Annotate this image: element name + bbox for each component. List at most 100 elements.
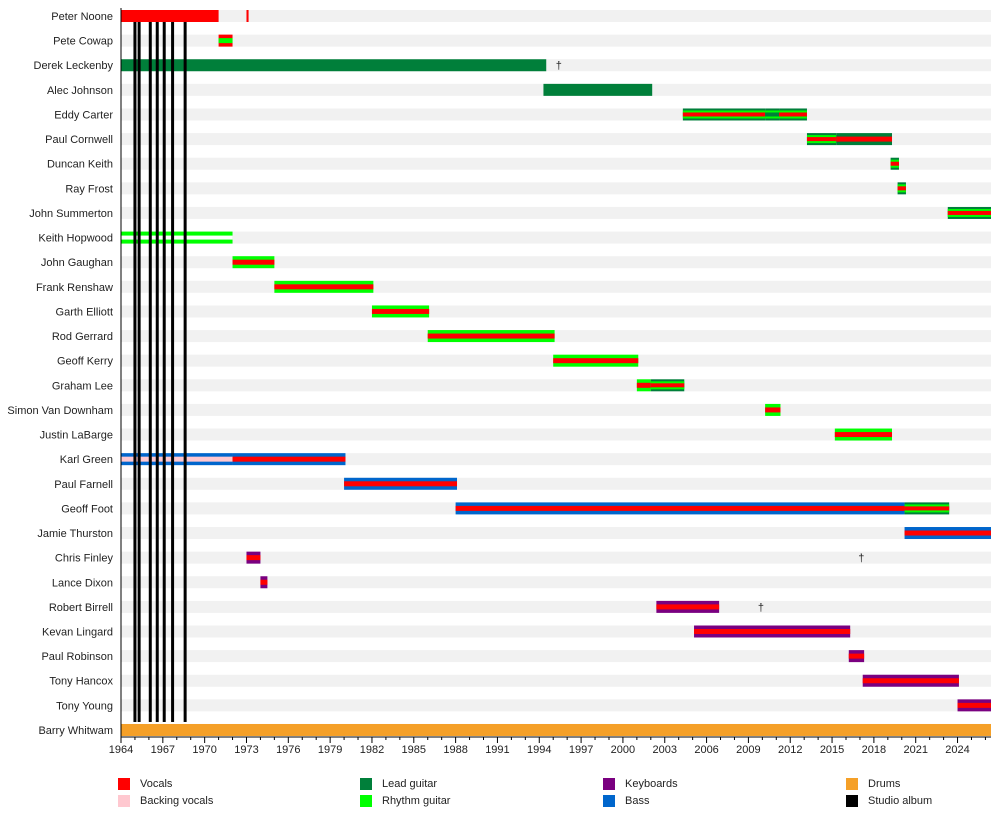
death-marker: † [858, 553, 864, 565]
bar-vocals [344, 481, 458, 487]
studio-album-line [171, 22, 175, 722]
legend-swatch [118, 778, 130, 790]
legend-label: Rhythm guitar [382, 795, 451, 807]
bar-vocals [904, 530, 991, 536]
x-tick-label: 1970 [192, 744, 216, 756]
band-timeline-chart: Peter Noone Pete Cowap Derek Leckenby Alec … [7, 8, 991, 756]
member-name: Robert Birrell [49, 602, 113, 614]
x-tick-label: 1964 [109, 744, 133, 756]
member-name: Tony Hancox [49, 676, 113, 688]
member-name: Karl Green [60, 454, 113, 466]
legend-item-bass: Bass [603, 795, 649, 807]
x-tick-label: 2018 [862, 744, 886, 756]
legend-label: Drums [868, 778, 901, 790]
legend-label: Backing vocals [140, 795, 214, 807]
studio-album-line [133, 22, 137, 722]
member-name: Peter Noone [51, 11, 113, 23]
member-name: Pete Cowap [53, 36, 113, 48]
bar-vocals [806, 137, 837, 142]
row-background [121, 379, 991, 392]
legend-item-keys: Keyboards [603, 778, 678, 790]
bar-vocals [656, 604, 720, 610]
row-background [121, 674, 991, 687]
legend-swatch [846, 778, 858, 790]
death-marker: † [758, 602, 764, 614]
member-name: Chris Finley [55, 553, 114, 565]
bar-vocals [765, 407, 781, 413]
legend-item-lead: Lead guitar [360, 778, 437, 790]
member-name: Paul Farnell [54, 479, 113, 491]
member-name: Rod Gerrard [52, 331, 113, 343]
member-name: Ray Frost [65, 183, 113, 195]
bar-vocals [636, 382, 651, 388]
x-tick-label: 1967 [151, 744, 175, 756]
legend-label: Keyboards [625, 778, 678, 790]
bar-vocals [371, 308, 430, 314]
row-background [121, 576, 991, 589]
row-background [121, 330, 991, 343]
member-name: Kevan Lingard [42, 627, 113, 639]
bar-drums [121, 723, 991, 736]
legend-label: Lead guitar [382, 778, 438, 790]
bar-vocals [694, 629, 851, 634]
legend-label: Bass [625, 795, 650, 807]
member-name: Eddy Carter [54, 109, 113, 121]
row-background [121, 305, 991, 318]
bar-vocals [904, 506, 950, 511]
x-tick-label: 1994 [527, 744, 551, 756]
row-background [121, 133, 991, 146]
x-tick-label: 1988 [443, 744, 467, 756]
member-name: Frank Renshaw [36, 282, 113, 294]
row-background [121, 108, 991, 121]
bar-vocals [274, 284, 374, 290]
member-name: Derek Leckenby [34, 60, 114, 72]
legend-item-backing: Backing vocals [118, 795, 213, 807]
bar-gap [121, 235, 233, 240]
bar-vocals [897, 186, 906, 191]
bar-vocals [246, 10, 249, 22]
bar-vocals [650, 383, 685, 388]
member-name: Duncan Keith [47, 159, 113, 171]
bar-rhythm [218, 38, 233, 44]
x-tick-label: 2015 [820, 744, 844, 756]
member-name: John Summerton [29, 208, 113, 220]
legend-label: Studio album [868, 795, 933, 807]
x-tick-label: 1976 [276, 744, 300, 756]
bar-vocals [862, 678, 959, 684]
bar-vocals [779, 112, 807, 117]
studio-album-line [155, 22, 159, 722]
row-background [121, 206, 991, 219]
row-background [121, 527, 991, 540]
row-background [121, 256, 991, 269]
legend-swatch [603, 778, 615, 790]
bar-vocals [232, 456, 346, 462]
x-tick-label: 2000 [611, 744, 635, 756]
legend-item-album: Studio album [846, 795, 932, 807]
bar-vocals [848, 653, 865, 659]
studio-album-line [137, 22, 141, 722]
x-tick-label: 2006 [694, 744, 718, 756]
bar-vocals [682, 112, 766, 117]
member-name: Geoff Kerry [57, 356, 114, 368]
bar-vocals [121, 10, 219, 22]
bar-vocals [246, 555, 261, 561]
x-tick-label: 2024 [945, 744, 969, 756]
member-name: Graham Lee [52, 380, 113, 392]
member-name: Barry Whitwam [38, 725, 113, 737]
studio-album-line [183, 22, 187, 722]
bar-vocals [260, 579, 268, 585]
member-name: Paul Robinson [41, 651, 113, 663]
bar-lead [765, 112, 780, 117]
x-tick-label: 2003 [653, 744, 677, 756]
bar-lead [543, 83, 653, 96]
legend-swatch [360, 795, 372, 807]
row-background [121, 280, 991, 293]
row-background [121, 34, 991, 47]
bar-vocals [836, 136, 893, 142]
row-background [121, 699, 991, 712]
bar-vocals [834, 432, 893, 438]
row-background [121, 600, 991, 613]
member-name: Keith Hopwood [38, 233, 113, 245]
x-tick-label: 1979 [318, 744, 342, 756]
legend-swatch [360, 778, 372, 790]
